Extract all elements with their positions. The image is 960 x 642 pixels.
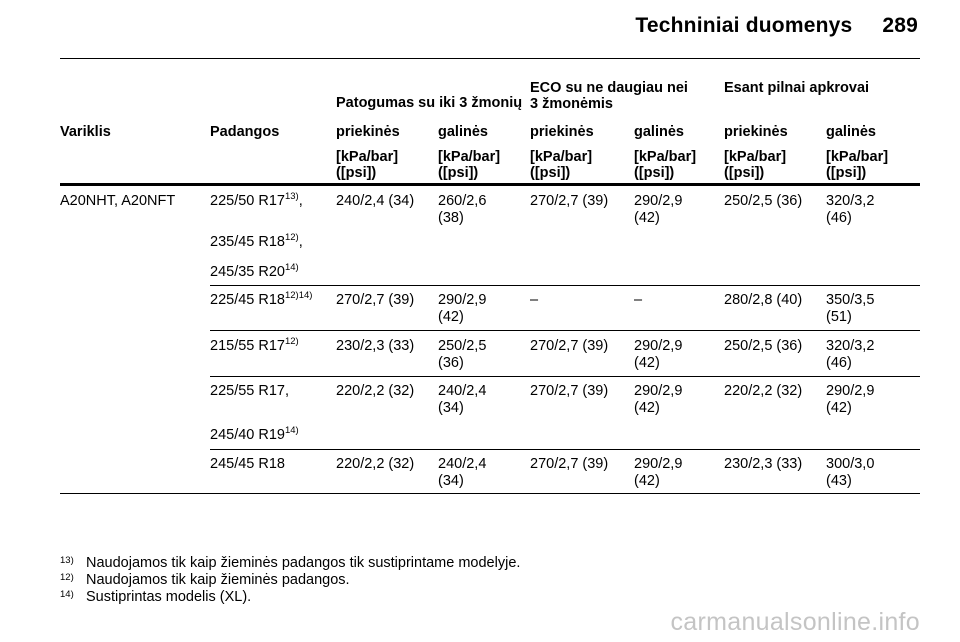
pressure-value: 290/2,9 (42) bbox=[634, 383, 683, 416]
pressure-value: 250/2,5 (36) bbox=[438, 338, 487, 371]
column-header-full-rear: galinės bbox=[826, 124, 876, 140]
row-divider bbox=[210, 449, 920, 450]
pressure-value: 300/3,0 (43) bbox=[826, 456, 875, 489]
footnote: 14) Sustiprintas modelis (XL). bbox=[60, 589, 252, 605]
column-header-eco-front: priekinės bbox=[530, 124, 594, 140]
group-header-comfort: Patogumas su iki 3 žmonių bbox=[336, 95, 523, 111]
group-header-eco: ECO su ne daugiau nei 3 žmonėmis bbox=[530, 80, 688, 112]
pressure-value: 240/2,4 (34) bbox=[438, 456, 487, 489]
tyre-size: 225/50 R1713), bbox=[210, 191, 303, 209]
pressure-value: 220/2,2 (32) bbox=[336, 383, 415, 399]
unit-label: [kPa/bar] ([psi]) bbox=[724, 149, 787, 181]
row-divider bbox=[210, 376, 920, 377]
page-title: Techniniai duomenys bbox=[635, 14, 853, 37]
engine-cell: A20NHT, A20NFT bbox=[60, 193, 176, 209]
tyre-size: 245/35 R2014) bbox=[210, 262, 299, 280]
pressure-value: 240/2,4 (34) bbox=[438, 383, 487, 416]
pressure-value: 290/2,9 (42) bbox=[634, 193, 683, 226]
tyre-size: 245/40 R1914) bbox=[210, 425, 299, 443]
row-divider bbox=[210, 330, 920, 331]
group-header-eco-line2: 3 žmonėmis bbox=[530, 96, 613, 112]
pressure-value: 270/2,7 (39) bbox=[530, 338, 609, 354]
pressure-value: 280/2,8 (40) bbox=[724, 292, 803, 308]
pressure-value: – bbox=[530, 292, 539, 308]
unit-label: [kPa/bar] ([psi]) bbox=[438, 149, 501, 181]
pressure-value: 320/3,2 (46) bbox=[826, 193, 875, 226]
pressure-value: 290/2,9 (42) bbox=[826, 383, 875, 416]
row-divider bbox=[210, 285, 920, 286]
header-divider bbox=[60, 58, 920, 59]
pressure-value: 290/2,9 (42) bbox=[634, 456, 683, 489]
column-header-full-front: priekinės bbox=[724, 124, 788, 140]
tyre-size: 215/55 R1712) bbox=[210, 336, 299, 354]
pressure-value: 270/2,7 (39) bbox=[530, 193, 609, 209]
pressure-value: 260/2,6 (38) bbox=[438, 193, 487, 226]
tyre-size: 245/45 R18 bbox=[210, 456, 285, 472]
pressure-value: – bbox=[634, 292, 643, 308]
pressure-value: 320/3,2 (46) bbox=[826, 338, 875, 371]
watermark: carmanualsonline.info bbox=[670, 608, 920, 636]
unit-label: [kPa/bar] ([psi]) bbox=[530, 149, 593, 181]
tyre-size: 225/55 R17, bbox=[210, 383, 290, 399]
tyre-size: 225/45 R1812)14) bbox=[210, 290, 313, 308]
footnotes: 13) Naudojamos tik kaip žieminės padangos… bbox=[60, 555, 520, 606]
pressure-value: 350/3,5 (51) bbox=[826, 292, 875, 325]
pressure-value: 250/2,5 (36) bbox=[724, 338, 803, 354]
column-header-comfort-rear: galinės bbox=[438, 124, 488, 140]
column-header-tyres: Padangos bbox=[210, 124, 280, 140]
pressure-value: 220/2,2 (32) bbox=[724, 383, 803, 399]
table-bottom-divider bbox=[60, 493, 920, 494]
page-header: Techniniai duomenys 289 bbox=[635, 14, 918, 38]
pressure-value: 290/2,9 (42) bbox=[438, 292, 487, 325]
unit-label: [kPa/bar] ([psi]) bbox=[826, 149, 889, 181]
unit-label: [kPa/bar] ([psi]) bbox=[336, 149, 399, 181]
pressure-value: 220/2,2 (32) bbox=[336, 456, 415, 472]
pressure-value: 230/2,3 (33) bbox=[336, 338, 415, 354]
pressure-value: 250/2,5 (36) bbox=[724, 193, 803, 209]
pressure-value: 290/2,9 (42) bbox=[634, 338, 683, 371]
unit-label: [kPa/bar] ([psi]) bbox=[634, 149, 697, 181]
column-header-eco-rear: galinės bbox=[634, 124, 684, 140]
group-header-full-load: Esant pilnai apkrovai bbox=[724, 80, 870, 96]
column-header-engine: Variklis bbox=[60, 124, 111, 140]
pressure-value: 230/2,3 (33) bbox=[724, 456, 803, 472]
pressure-value: 270/2,7 (39) bbox=[336, 292, 415, 308]
tyre-size: 235/45 R1812), bbox=[210, 232, 303, 250]
table-header-divider bbox=[60, 183, 920, 186]
footnote: 12) Naudojamos tik kaip žieminės padangos… bbox=[60, 572, 350, 588]
group-header-eco-line1: ECO su ne daugiau nei bbox=[530, 80, 688, 96]
page-number: 289 bbox=[882, 14, 918, 37]
column-header-comfort-front: priekinės bbox=[336, 124, 400, 140]
pressure-value: 270/2,7 (39) bbox=[530, 383, 609, 399]
pressure-value: 240/2,4 (34) bbox=[336, 193, 415, 209]
footnote: 13) Naudojamos tik kaip žieminės padangos… bbox=[60, 555, 521, 571]
pressure-value: 270/2,7 (39) bbox=[530, 456, 609, 472]
